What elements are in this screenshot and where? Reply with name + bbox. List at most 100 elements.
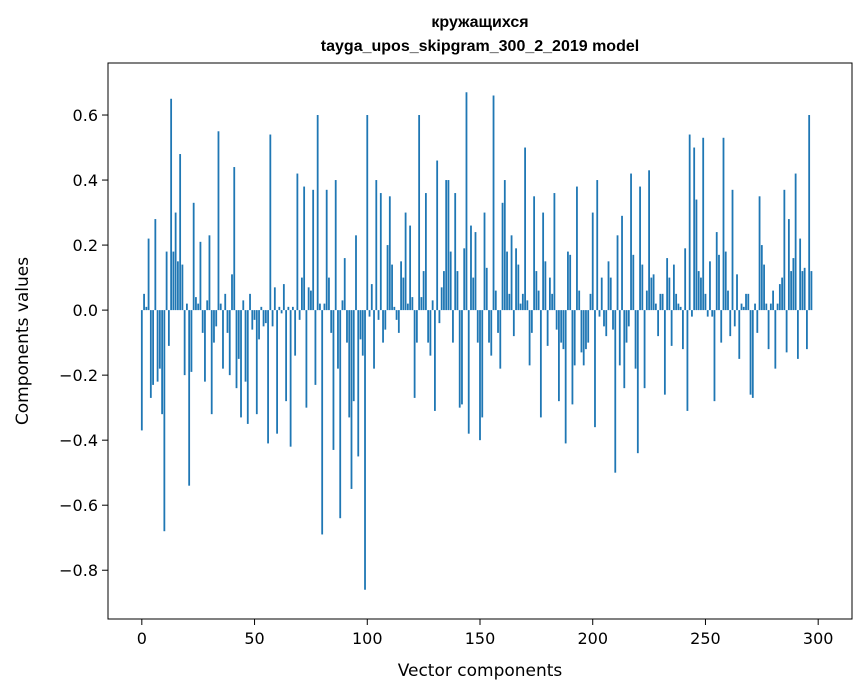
bar-188 [564,310,567,444]
bar-178 [542,212,545,311]
bar-162 [506,251,508,311]
bar-181 [548,277,551,311]
bar-262 [731,189,734,311]
bar-203 [598,310,601,317]
x-tick-label: 150 [465,629,496,648]
bar-85 [332,310,335,450]
bar-241 [684,248,687,311]
bar-281 [774,310,777,369]
bar-45 [242,300,245,311]
bar-55 [264,310,267,324]
bar-53 [260,306,263,311]
bar-98 [361,310,364,356]
bar-35 [219,303,222,311]
bar-199 [589,293,592,311]
y-tick-label: 0.2 [73,236,98,255]
bar-127 [427,310,430,343]
bar-272 [754,303,756,311]
bar-210 [614,310,617,473]
bar-289 [792,258,795,311]
x-tick-label: 200 [577,629,608,648]
bar-177 [539,310,542,418]
bar-208 [609,277,612,311]
bar-59 [273,287,276,311]
bar-235 [670,310,673,346]
bar-191 [571,310,574,405]
bar-86 [334,180,337,311]
bar-23 [192,202,195,311]
y-tick-label: 0.4 [73,171,98,190]
bar-185 [558,310,560,402]
bar-54 [262,310,265,327]
bar-131 [436,160,439,311]
bar-217 [630,173,632,311]
bar-51 [255,310,258,415]
bar-216 [627,310,630,327]
bar-114 [397,310,400,333]
bar-88 [339,310,342,519]
bar-247 [697,271,700,311]
bar-138 [452,310,454,343]
bar-150 [479,310,481,441]
bar-135 [445,180,448,311]
bar-253 [711,310,714,317]
bar-288 [790,271,793,311]
bar-76 [312,189,315,311]
bar-0 [140,310,143,431]
bar-15 [174,212,177,311]
bar-115 [400,261,402,311]
bar-204 [600,277,603,311]
y-tick-label: −0.4 [59,431,98,450]
bar-198 [587,310,590,343]
bar-30 [208,235,211,311]
bar-239 [679,306,682,311]
bar-22 [190,310,193,372]
bar-61 [278,306,281,311]
bar-230 [659,293,662,311]
bar-200 [591,212,594,311]
bar-229 [657,310,660,337]
bar-172 [528,310,531,366]
bar-103 [373,310,375,369]
bar-169 [521,293,524,311]
bar-95 [355,235,357,311]
bar-70 [298,310,301,320]
bar-268 [745,293,747,311]
x-tick-label: 50 [244,629,264,648]
bar-213 [621,215,623,311]
bar-32 [213,310,215,343]
bar-56 [267,310,269,444]
bar-256 [718,254,720,311]
bar-227 [652,274,655,311]
bar-251 [706,310,709,317]
bar-244 [691,310,693,317]
bar-66 [289,310,292,447]
bar-4 [149,310,152,398]
bar-276 [763,264,765,311]
bar-104 [375,180,378,311]
bar-195 [580,310,583,353]
bar-193 [576,186,578,311]
bar-167 [517,264,520,311]
bar-11 [165,251,168,311]
bar-255 [715,232,718,311]
bar-180 [546,310,549,346]
bar-89 [341,300,344,311]
bar-34 [217,131,220,311]
bar-3 [147,238,150,311]
bar-160 [501,202,504,311]
bar-259 [724,251,727,311]
bar-132 [438,310,441,324]
y-tick-label: 0.0 [73,301,98,320]
bar-182 [551,293,554,311]
bar-240 [682,310,684,350]
bar-189 [567,251,569,311]
bar-129 [431,300,434,311]
bar-29 [206,300,209,311]
bar-148 [474,232,477,311]
bar-145 [467,310,470,434]
bar-111 [391,264,393,311]
bar-233 [666,258,669,311]
bar-201 [594,310,596,428]
